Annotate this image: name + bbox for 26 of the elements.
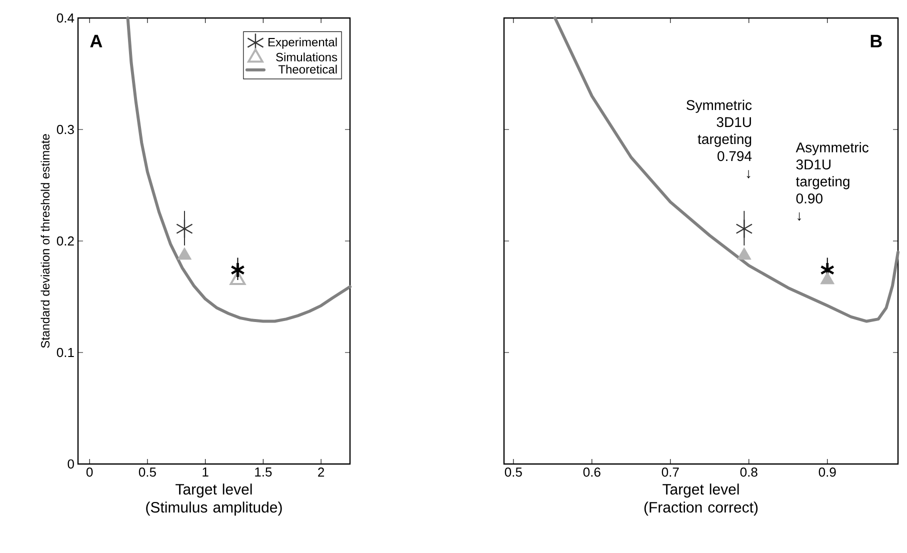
line-series [126, 16, 352, 323]
x-tick-label: 1 [202, 468, 208, 476]
legend-label: Simulations [276, 52, 338, 62]
x-tick-label: 0 [86, 468, 93, 477]
y-tick-label: 0.4 [56, 13, 74, 23]
x-tick-label: 0.8 [740, 468, 758, 477]
x-tick-label: 1.5 [255, 468, 272, 477]
y-tick-label: 0 [68, 459, 74, 469]
x-axis-title: Target level (Fraction correct) [644, 484, 758, 516]
x-tick-label: 0.6 [583, 468, 600, 477]
annotation: Symmetric 3D1U targeting 0.794 ↓ [686, 100, 752, 178]
y-tick-label: 0.1 [56, 348, 74, 358]
x-tick-label: 0.7 [662, 468, 679, 477]
y-tick-label: 0.3 [56, 124, 74, 134]
y-tick-label: 0.2 [56, 236, 74, 246]
x-tick-label: 2 [318, 468, 324, 477]
text: A [90, 34, 102, 48]
x-tick-label: 0.5 [504, 468, 522, 477]
x-tick-label: 0.9 [818, 468, 836, 477]
legend-label: Experimental [268, 38, 337, 49]
text: B [870, 34, 882, 48]
x-tick-label: 0.5 [138, 468, 156, 477]
annotation: Asymmetric 3D1U targeting 0.90 ↓ [796, 142, 869, 221]
legend-label: Theoretical [278, 64, 337, 74]
y-axis-title: Standard deviation of threshold estimate [40, 134, 50, 348]
x-axis-title: Target level (Stimulus amplitude) [146, 484, 282, 516]
